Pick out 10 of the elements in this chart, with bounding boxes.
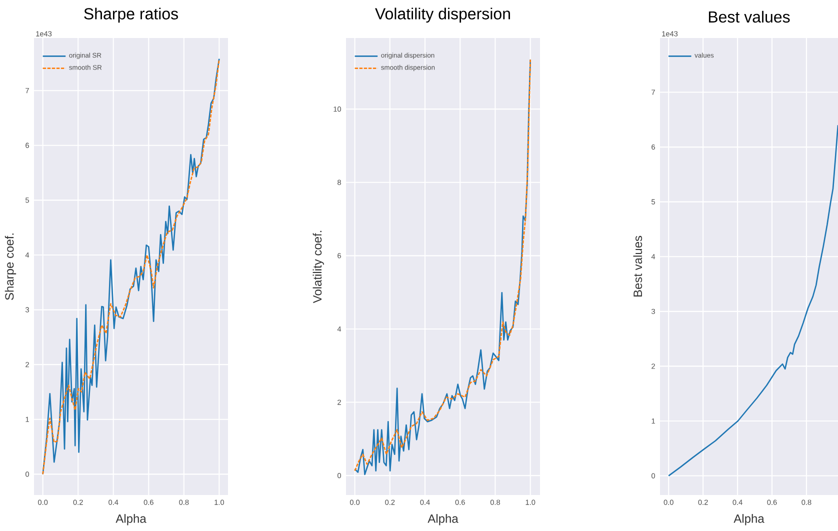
chart-title: Best values [708,10,790,23]
chart-title: Volatility dispersion [375,8,510,23]
line-series [668,124,838,476]
x-axis-title: Alpha [116,514,146,526]
y-axis-title: Volatility coef. [312,230,324,304]
x-axis-title: Alpha [734,514,764,526]
y-axis-title: Sharpe coef. [4,234,16,300]
x-axis-title: Alpha [428,514,458,526]
y-axis-title: Best values [633,236,642,297]
chart-title: Sharpe ratios [84,8,178,23]
